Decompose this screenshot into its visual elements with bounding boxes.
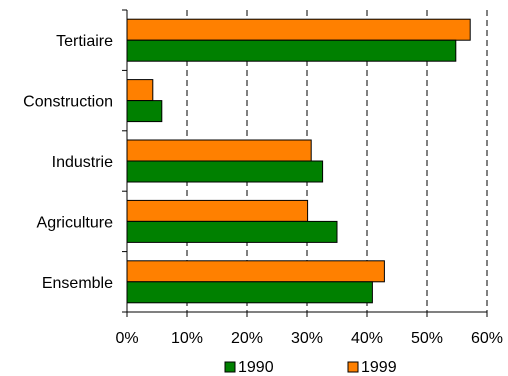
bar-industrie-1990	[126, 160, 324, 183]
category-labels: Tertiaire Construction Industrie Agricultur…	[23, 33, 113, 292]
bar-tertiaire-1999	[126, 18, 471, 41]
x-tick-label-60: 60%	[471, 330, 503, 347]
bars	[126, 18, 471, 304]
x-tick-label-30: 30%	[291, 330, 323, 347]
bar-construction-1990	[126, 100, 163, 123]
category-label-construction: Construction	[23, 94, 113, 111]
x-tick-label-40: 40%	[351, 330, 383, 347]
x-tick-label-10: 10%	[171, 330, 203, 347]
legend-swatch-1999	[347, 361, 359, 373]
bar-ensemble-1990	[126, 281, 373, 304]
bar-ensemble-1999	[126, 260, 385, 283]
bar-construction-1999	[126, 79, 154, 102]
x-tick-label-0: 0%	[115, 330, 138, 347]
x-tick-label-50: 50%	[411, 330, 443, 347]
x-tick-label-20: 20%	[231, 330, 263, 347]
legend-swatch-1990	[224, 361, 236, 373]
category-label-agriculture: Agriculture	[37, 214, 114, 231]
legend-label-1990: 1990	[238, 359, 274, 376]
bar-agriculture-1999	[126, 199, 309, 222]
category-label-ensemble: Ensemble	[42, 275, 113, 292]
axes	[122, 9, 488, 317]
bar-industrie-1999	[126, 139, 312, 162]
x-tick-labels: 0% 10% 20% 30% 40% 50% 60%	[115, 330, 503, 347]
legend: 1990 1999	[224, 359, 397, 376]
category-label-industrie: Industrie	[52, 154, 113, 171]
bar-tertiaire-1990	[126, 39, 457, 62]
bar-agriculture-1990	[126, 220, 338, 243]
category-label-tertiaire: Tertiaire	[56, 33, 113, 50]
legend-label-1999: 1999	[361, 359, 397, 376]
